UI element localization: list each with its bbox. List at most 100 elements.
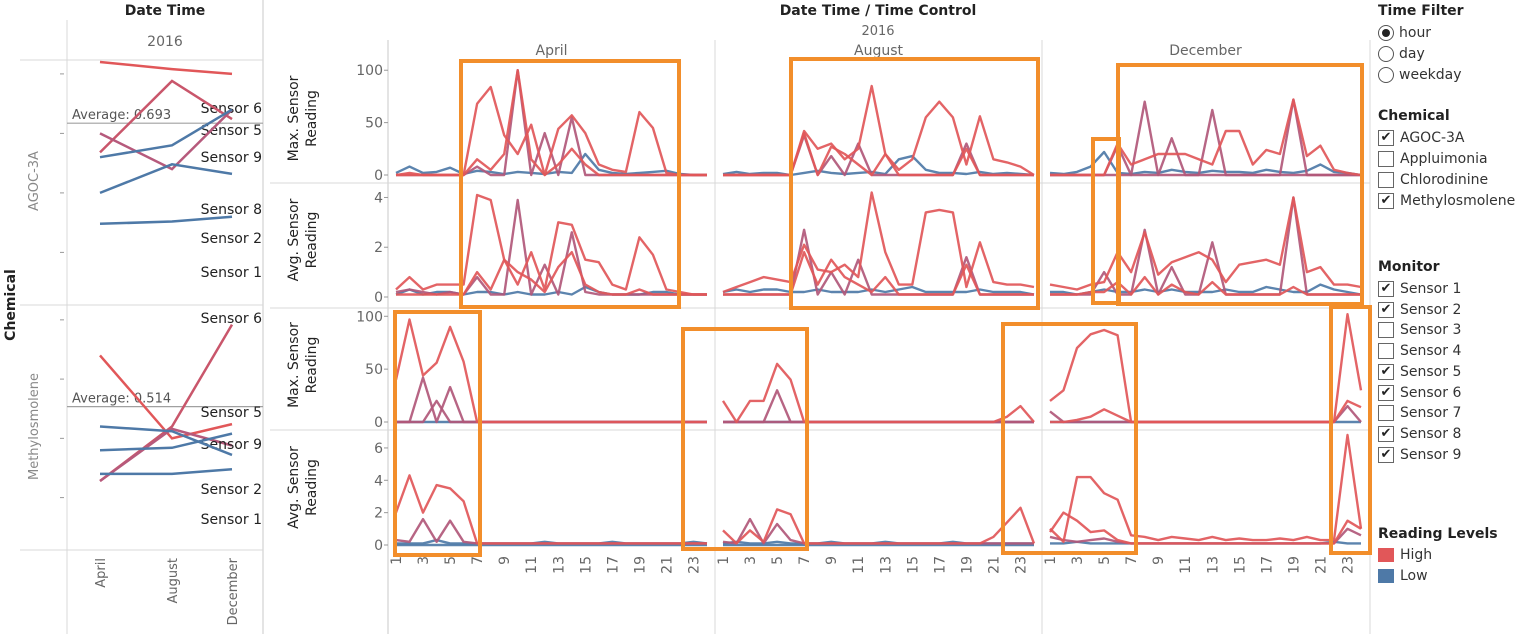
row-title: Max. Sensor (286, 322, 302, 408)
hour-tick-label: 7 (470, 556, 486, 565)
monitor-option-sensor-1[interactable]: ✔ Sensor 1 (1378, 279, 1461, 299)
checkbox-unchecked-icon[interactable] (1378, 405, 1394, 421)
hour-tick-label: 3 (1070, 556, 1086, 565)
sensor-label: Sensor 5 (201, 405, 262, 421)
y-tick-label: 2 (374, 506, 383, 522)
reading-line (1049, 196, 1362, 291)
row-title: Avg. Sensor (286, 198, 302, 281)
sensor-line (99, 60, 233, 76)
monitor-option-sensor-5[interactable]: ✔ Sensor 5 (1378, 362, 1461, 382)
month-header: December (1169, 43, 1242, 59)
hour-tick-label: 13 (878, 556, 894, 574)
hour-tick-label: 23 (1340, 556, 1356, 574)
reading-line (1050, 98, 1362, 177)
hour-tick-label: 9 (497, 556, 513, 565)
row-title: Reading (304, 90, 320, 147)
time-filter-option-weekday[interactable]: weekday (1378, 65, 1462, 85)
checkbox-checked-icon[interactable]: ✔ (1378, 302, 1394, 318)
reading-level-label: High (1400, 547, 1433, 563)
reading-line (1049, 433, 1363, 543)
monitor-label: Sensor 2 (1400, 302, 1462, 318)
reading-line (1049, 313, 1363, 424)
y-tick-label: 0 (374, 538, 383, 554)
hour-tick-label: 1 (1043, 556, 1059, 565)
monitor-label: Sensor 8 (1400, 426, 1462, 442)
monitor-label: Sensor 5 (1400, 364, 1462, 380)
hour-tick-label: 13 (551, 556, 567, 574)
row-chemical-label: AGOC-3A (27, 151, 42, 211)
y-tick-label: 50 (365, 116, 383, 132)
reading-line (396, 68, 707, 177)
chemical-label: Appluimonia (1400, 151, 1488, 167)
chemical-option-chlorodinine[interactable]: Chlorodinine (1378, 170, 1488, 190)
time-filter-option-hour[interactable]: hour (1378, 23, 1431, 43)
checkbox-unchecked-icon[interactable] (1378, 172, 1394, 188)
monitor-label: Sensor 1 (1400, 281, 1462, 297)
sensor-line (99, 215, 233, 226)
reading-line (1049, 150, 1362, 177)
y-tick-label: 50 (365, 362, 383, 378)
radio-day-icon[interactable] (1378, 46, 1394, 62)
main-header: Date Time / Time Control (780, 3, 977, 19)
average-label: Average: 0.514 (72, 392, 171, 407)
checkbox-unchecked-icon[interactable] (1378, 343, 1394, 359)
y-tick-label: 4 (374, 473, 383, 489)
sensor-line (100, 467, 233, 476)
chemical-label: AGOC-3A (1400, 130, 1465, 146)
monitor-option-sensor-6[interactable]: ✔ Sensor 6 (1378, 383, 1461, 403)
monitor-option-sensor-4[interactable]: Sensor 4 (1378, 341, 1461, 361)
hour-tick-label: 21 (659, 556, 675, 574)
hour-tick-label: 11 (524, 556, 540, 574)
chemical-option-appluimonia[interactable]: Appluimonia (1378, 149, 1488, 169)
hour-tick-label: 15 (1232, 556, 1248, 574)
monitor-option-sensor-9[interactable]: ✔ Sensor 9 (1378, 445, 1461, 465)
reading-line (722, 191, 1035, 294)
left-year: 2016 (147, 34, 183, 50)
sensor-label: Sensor 1 (201, 512, 262, 528)
reading-line (722, 154, 1035, 177)
time-filter-title: Time Filter (1378, 3, 1464, 19)
radio-weekday-icon[interactable] (1378, 67, 1394, 83)
row-chemical-label: Methylosmolene (27, 373, 42, 480)
radio-hour-icon[interactable] (1378, 25, 1394, 41)
monitor-option-sensor-2[interactable]: ✔ Sensor 2 (1378, 300, 1461, 320)
high-swatch (1378, 548, 1394, 562)
hour-tick-label: 23 (1013, 556, 1029, 574)
sensor-line (99, 163, 233, 195)
sensor-label: Sensor 1 (201, 265, 262, 281)
reading-line (723, 250, 1034, 296)
checkbox-checked-icon[interactable]: ✔ (1378, 426, 1394, 442)
checkbox-unchecked-icon[interactable] (1378, 322, 1394, 338)
reading-line (1050, 196, 1361, 296)
checkbox-checked-icon[interactable]: ✔ (1378, 130, 1394, 146)
monitor-option-sensor-3[interactable]: Sensor 3 (1378, 320, 1461, 340)
checkbox-checked-icon[interactable]: ✔ (1378, 281, 1394, 297)
monitor-label: Sensor 4 (1400, 343, 1462, 359)
chemical-option-methylosmolene[interactable]: ✔ Methylosmolene (1378, 191, 1515, 211)
row-title: Max. Sensor (286, 75, 302, 161)
chemical-option-agoc[interactable]: ✔ AGOC-3A (1378, 128, 1465, 148)
reading-level-high: High (1378, 545, 1432, 565)
reading-line (722, 285, 1035, 296)
y-tick-label: 0 (374, 290, 383, 306)
highlight-box (1001, 322, 1138, 555)
monitor-filter-title: Monitor (1378, 259, 1440, 275)
highlight-box (393, 310, 482, 557)
y-tick-label: 100 (356, 63, 383, 79)
time-filter-option-day[interactable]: day (1378, 44, 1425, 64)
reading-line (395, 85, 707, 177)
checkbox-checked-icon[interactable]: ✔ (1378, 447, 1394, 463)
hour-tick-label: 1 (389, 556, 405, 565)
reading-line (723, 389, 1034, 424)
checkbox-checked-icon[interactable]: ✔ (1378, 385, 1394, 401)
checkbox-unchecked-icon[interactable] (1378, 151, 1394, 167)
sensor-label: Sensor 8 (201, 202, 262, 218)
hour-tick-label: 23 (686, 556, 702, 574)
monitor-option-sensor-8[interactable]: ✔ Sensor 8 (1378, 424, 1461, 444)
checkbox-checked-icon[interactable]: ✔ (1378, 364, 1394, 380)
row-title: Reading (304, 459, 320, 516)
monitor-option-sensor-7[interactable]: Sensor 7 (1378, 403, 1461, 423)
sensor-line (99, 425, 233, 457)
checkbox-checked-icon[interactable]: ✔ (1378, 193, 1394, 209)
